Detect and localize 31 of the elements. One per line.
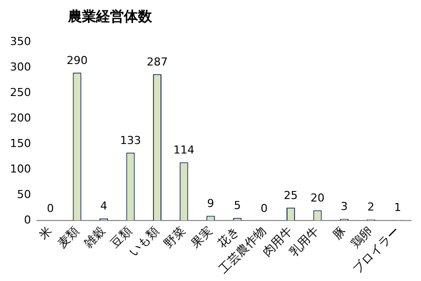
- data-label: 9: [207, 197, 214, 210]
- x-tick-label: 麦類: [54, 224, 82, 251]
- x-tick-label: 果実: [188, 224, 215, 251]
- x-tick-label: 鶏卵: [348, 224, 376, 251]
- y-tick-label: 0: [24, 213, 31, 226]
- chart-title: 農業経営体数: [68, 8, 152, 26]
- data-label: 133: [120, 134, 141, 147]
- data-label: 5: [234, 199, 241, 212]
- x-tick-label: 米: [36, 224, 55, 242]
- x-tick-label: 豚: [330, 224, 349, 242]
- data-label: 287: [146, 55, 168, 68]
- data-label: 3: [340, 200, 348, 214]
- data-label: 1: [394, 201, 402, 214]
- y-tick-label: 50: [16, 188, 31, 201]
- y-tick-label: 300: [10, 60, 31, 74]
- x-tick-label: 豆類: [108, 224, 135, 251]
- data-label: 25: [284, 189, 298, 202]
- y-tick-label: 150: [10, 136, 31, 150]
- data-label: 20: [310, 192, 324, 205]
- data-label: 0: [46, 202, 54, 215]
- data-label: 290: [66, 54, 88, 67]
- data-label: 4: [100, 200, 108, 213]
- y-tick-label: 100: [10, 162, 31, 176]
- data-label: 114: [173, 144, 194, 157]
- y-tick-label: 200: [10, 111, 31, 124]
- y-tick-label: 350: [10, 34, 31, 48]
- data-label: 0: [260, 202, 268, 215]
- x-tick-label: 雑穀: [81, 224, 108, 251]
- y-tick-label: 250: [10, 86, 31, 99]
- x-tick-label: 野菜: [161, 224, 188, 251]
- data-label: 2: [367, 200, 374, 214]
